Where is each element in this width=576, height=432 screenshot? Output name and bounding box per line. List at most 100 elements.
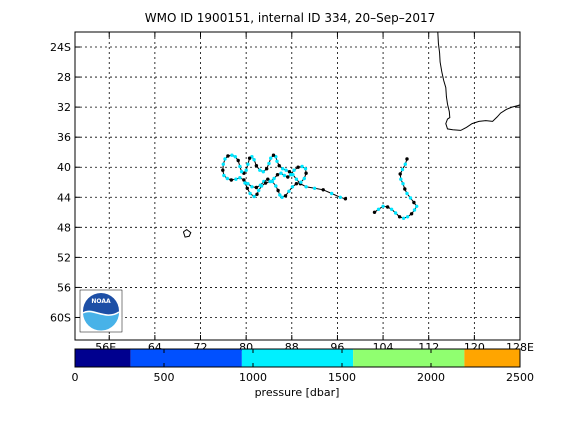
- profile-point: [405, 215, 410, 219]
- profile-point: [247, 156, 252, 160]
- profile-point: [412, 208, 417, 212]
- profile-point: [381, 204, 385, 208]
- profile-point: [401, 182, 405, 186]
- profile-point: [225, 176, 229, 181]
- profile-point: [265, 167, 269, 171]
- colorbar-tick-label: 0: [72, 371, 79, 384]
- profile-point: [403, 162, 407, 166]
- colorbar-frame: [74, 348, 521, 368]
- profile-point: [415, 204, 419, 208]
- profile-point: [244, 168, 248, 172]
- profile-point: [282, 173, 287, 178]
- profile-point: [272, 176, 276, 181]
- profile-point: [405, 191, 409, 196]
- colorbar-tick-label: 1000: [239, 371, 267, 384]
- colorbar-band: [464, 349, 520, 367]
- profile-point: [277, 164, 281, 168]
- profile-point: [242, 178, 246, 182]
- profile-point: [304, 185, 308, 189]
- y-tick-label: 24S: [50, 41, 71, 54]
- y-tick-label: 60S: [50, 311, 71, 324]
- profile-point: [281, 167, 285, 171]
- profile-point: [283, 194, 288, 198]
- colorbar-band: [241, 349, 354, 367]
- profile-point: [250, 185, 254, 189]
- y-tick-label: 36: [57, 131, 71, 144]
- profile-point: [239, 170, 244, 174]
- profile-point: [254, 164, 259, 168]
- profile-point: [230, 153, 234, 157]
- colorbar-tick-label: 2000: [417, 371, 445, 384]
- profile-point: [290, 185, 295, 189]
- plot-frame: [74, 31, 521, 341]
- profile-point: [246, 182, 250, 186]
- map-plot-area: 56E 64 72 80 88 96 104 112 120 128E 24S2832364044…: [50, 31, 534, 354]
- y-tick-label: 48: [57, 221, 71, 234]
- profile-point: [238, 176, 242, 180]
- profile-point: [268, 179, 272, 184]
- profile-point: [403, 187, 407, 191]
- profile-point: [302, 176, 306, 181]
- profile-point: [234, 177, 238, 181]
- profile-point: [412, 200, 416, 205]
- profile-point: [275, 173, 280, 177]
- colorbar-band: [353, 349, 465, 367]
- profile-point: [263, 181, 268, 185]
- landmass-outlines: [182, 31, 521, 238]
- profile-point: [376, 207, 381, 211]
- kerguelen-island: [182, 228, 192, 238]
- profile-point: [238, 164, 242, 169]
- profile-point: [330, 191, 334, 196]
- plot-background: [75, 32, 520, 340]
- profile-point: [226, 154, 230, 158]
- profile-point: [400, 167, 405, 172]
- profile-point: [221, 168, 225, 172]
- profile-point: [254, 185, 259, 190]
- profile-point: [278, 193, 282, 197]
- profile-point: [294, 177, 299, 181]
- profile-point: [221, 162, 225, 166]
- profile-point: [259, 184, 264, 188]
- profile-point: [246, 162, 250, 166]
- profile-point: [274, 184, 278, 188]
- y-tick-label: 52: [57, 251, 71, 264]
- profile-point: [296, 165, 300, 169]
- profile-point: [243, 181, 247, 185]
- profile-point: [275, 159, 279, 163]
- chart-title: WMO ID 1900151, internal ID 334, 20–Sep–…: [145, 11, 436, 25]
- profile-point: [248, 191, 252, 196]
- profile-point: [321, 188, 325, 192]
- profile-point: [266, 177, 270, 181]
- y-tick-label: 40: [57, 161, 71, 174]
- profile-point: [372, 210, 377, 214]
- profile-point: [398, 172, 402, 176]
- profile-point: [252, 158, 256, 162]
- profile-point: [261, 170, 265, 174]
- colorbar-tick-label: 500: [154, 371, 175, 384]
- profile-point: [255, 192, 259, 196]
- profile-point: [222, 173, 226, 178]
- profile-point: [252, 194, 256, 199]
- profile-point: [304, 171, 308, 175]
- profile-point: [279, 171, 283, 175]
- australia-coastline: [437, 31, 521, 131]
- profile-point: [399, 177, 403, 181]
- y-tick-label: 32: [57, 101, 71, 114]
- noaa-logo: NOAA: [79, 289, 123, 333]
- profile-point: [267, 161, 271, 166]
- colorbar-bands: [75, 349, 520, 367]
- profile-point: [294, 182, 299, 186]
- profile-point: [287, 189, 291, 193]
- profile-point: [408, 196, 413, 200]
- profile-point: [289, 173, 293, 177]
- profile-point: [258, 168, 262, 172]
- profile-point: [292, 168, 296, 172]
- profile-point: [299, 180, 303, 184]
- profile-point: [269, 156, 273, 160]
- profile-point: [287, 170, 292, 174]
- profile-point: [385, 205, 390, 209]
- profile-point: [409, 212, 414, 216]
- profile-point: [389, 207, 394, 211]
- trajectory-segment-east: [374, 158, 418, 219]
